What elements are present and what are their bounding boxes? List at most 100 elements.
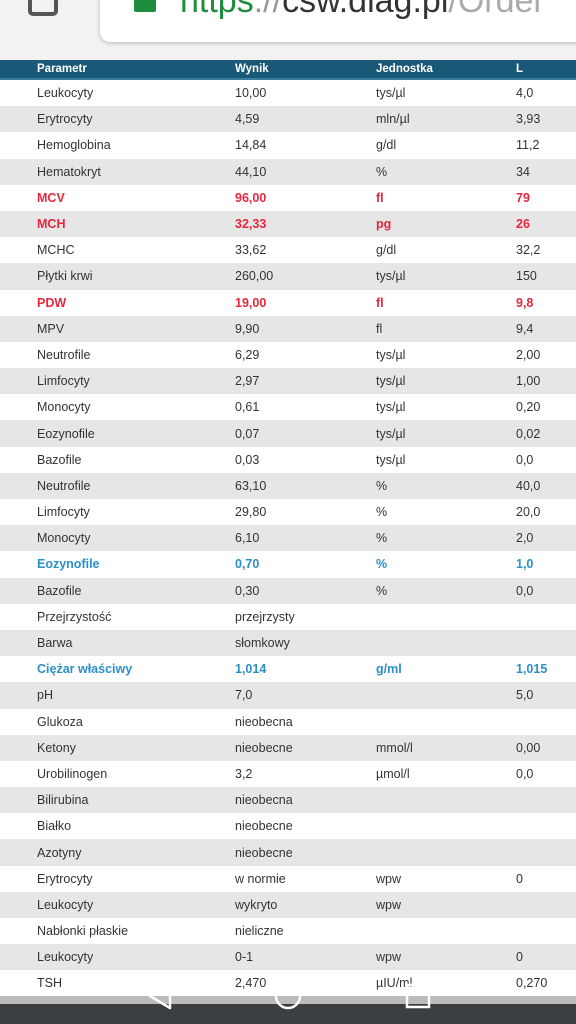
cell-wynik: przejrzysty xyxy=(235,609,295,624)
cell-parametr: Neutrofile xyxy=(37,478,91,493)
cell-jednostka: µmol/l xyxy=(376,766,410,781)
table-row: Azotyny nieobecne xyxy=(0,839,576,866)
cell-jednostka: µIU/ml xyxy=(376,976,413,991)
cell-l: 0,20 xyxy=(516,400,541,415)
back-triangle-icon[interactable] xyxy=(144,980,176,1012)
table-row: Ketony nieobecne mmol/l 0,00 xyxy=(0,734,576,761)
cell-wynik: 4,59 xyxy=(235,112,260,127)
cell-parametr: Białko xyxy=(37,819,72,834)
header-l: L xyxy=(516,63,524,75)
cell-l: 11,2 xyxy=(516,138,540,153)
cell-jednostka: % xyxy=(376,557,388,572)
header-parametr: Parametr xyxy=(37,63,87,75)
cell-l: 1,015 xyxy=(516,662,548,677)
cell-l: 0,270 xyxy=(516,976,548,991)
cell-jednostka: fl xyxy=(376,295,384,310)
table-row: pH 7,0 5,0 xyxy=(0,682,576,709)
home-circle-icon[interactable] xyxy=(272,980,304,1012)
table-row: Hematokryt 44,10% 34 xyxy=(0,158,576,185)
cell-wynik: 29,80 xyxy=(235,505,267,520)
cell-parametr: TSH xyxy=(37,976,62,991)
cell-parametr: Monocyty xyxy=(37,400,91,415)
cell-wynik: nieobecne xyxy=(235,845,293,860)
cell-l: 3,93 xyxy=(516,112,541,127)
cell-jednostka: tys/µl xyxy=(376,269,406,284)
cell-l: 0,0 xyxy=(516,766,534,781)
cell-l: 2,0 xyxy=(516,531,534,546)
cell-l: 2,00 xyxy=(516,347,541,362)
cell-parametr: Glukoza xyxy=(37,714,83,729)
cell-wynik: 19,00 xyxy=(235,295,267,310)
cell-wynik: 6,10 xyxy=(235,531,260,546)
cell-jednostka: fl xyxy=(376,321,383,336)
cell-parametr: Neutrofile xyxy=(37,347,91,362)
table-row: Bilirubina nieobecna xyxy=(0,787,576,814)
cell-wynik: 0,70 xyxy=(235,557,260,572)
cell-l: 20,0 xyxy=(516,505,541,520)
url-host: csw.diag.pl xyxy=(282,0,449,20)
cell-parametr: MPV xyxy=(37,321,65,336)
table-row: PDW 19,00 fl 9,8 xyxy=(0,289,576,316)
cell-l: 26 xyxy=(516,217,530,232)
table-row: Neutrofile 63,10% 40,0 xyxy=(0,472,576,499)
cell-wynik: 2,470 xyxy=(235,976,267,991)
cell-wynik: 260,00 xyxy=(235,269,274,284)
url-text[interactable]: https://csw.diag.pl/Order xyxy=(180,0,545,21)
table-row: Erytrocyty 4,59 mln/µl 3,93 xyxy=(0,106,576,133)
cell-l: 40,0 xyxy=(516,478,541,493)
cell-wynik: nieliczne xyxy=(235,924,284,939)
table-row: Leukocyty 10,00 tys/µl 4,0 xyxy=(0,80,576,107)
cell-l: 32,2 xyxy=(516,243,541,258)
cell-jednostka: tys/µl xyxy=(376,347,406,362)
table-row: Leukocyty wykryto wpw xyxy=(0,891,576,918)
cell-jednostka: wpw xyxy=(376,871,402,886)
cell-wynik: nieobecne xyxy=(235,819,293,834)
cell-jednostka: % xyxy=(376,505,388,520)
header-jednostka: Jednostka xyxy=(376,63,433,75)
cell-parametr: Erytrocyty xyxy=(37,112,93,127)
cell-l: 0,0 xyxy=(516,583,534,598)
cell-wynik: 63,10 xyxy=(235,478,267,493)
cell-parametr: Bazofile xyxy=(37,452,82,467)
cell-wynik: 3,2 xyxy=(235,766,253,781)
table-row: Przejrzystość przejrzysty xyxy=(0,603,576,630)
cell-wynik: nieobecne xyxy=(235,740,293,755)
cell-wynik: 10,00 xyxy=(235,86,267,101)
cell-wynik: 32,33 xyxy=(235,217,267,232)
cell-wynik: 14,84 xyxy=(235,138,267,153)
cell-jednostka: mmol/l xyxy=(376,740,413,755)
cell-jednostka: % xyxy=(376,164,388,179)
cell-jednostka: % xyxy=(376,531,388,546)
recents-square-icon[interactable] xyxy=(402,980,434,1012)
results-table: Parametr Wynik Jednostka L Leukocyty 10,0… xyxy=(0,60,576,997)
table-row: Bazofile 0,30% 0,0 xyxy=(0,577,576,604)
table-row: Monocyty 0,61 tys/µl 0,20 xyxy=(0,394,576,421)
cell-parametr: Hematokryt xyxy=(37,164,101,179)
cell-parametr: Limfocyty xyxy=(37,505,90,520)
cell-wynik: 1,014 xyxy=(235,662,267,677)
cell-l: 9,8 xyxy=(516,295,534,310)
table-row: Bazofile 0,03 tys/µl 0,0 xyxy=(0,446,576,473)
table-row: Limfocyty 2,97 tys/µl 1,00 xyxy=(0,368,576,395)
url-separator: :// xyxy=(253,0,283,20)
table-row: Leukocyty 0-1 wpw 0 xyxy=(0,944,576,971)
cell-wynik: 33,62 xyxy=(235,243,267,258)
cell-parametr: Monocyty xyxy=(37,531,91,546)
cell-jednostka: tys/µl xyxy=(376,452,406,467)
tabs-icon[interactable] xyxy=(28,0,58,16)
cell-wynik: 7,0 xyxy=(235,688,253,703)
cell-l: 4,0 xyxy=(516,86,534,101)
cell-jednostka: fl xyxy=(376,190,384,205)
cell-wynik: w normie xyxy=(235,871,286,886)
cell-jednostka: % xyxy=(376,478,388,493)
table-row: Nabłonki płaskie nieliczne xyxy=(0,918,576,945)
cell-parametr: PDW xyxy=(37,295,67,310)
cell-parametr: MCV xyxy=(37,190,65,205)
cell-wynik: 6,29 xyxy=(235,347,260,362)
cell-wynik: 96,00 xyxy=(235,190,267,205)
cell-l: 1,00 xyxy=(516,374,541,389)
table-row: Białko nieobecne xyxy=(0,813,576,840)
address-bar[interactable]: https://csw.diag.pl/Order xyxy=(100,0,576,42)
cell-parametr: Hemoglobina xyxy=(37,138,111,153)
cell-jednostka: g/ml xyxy=(376,662,402,677)
